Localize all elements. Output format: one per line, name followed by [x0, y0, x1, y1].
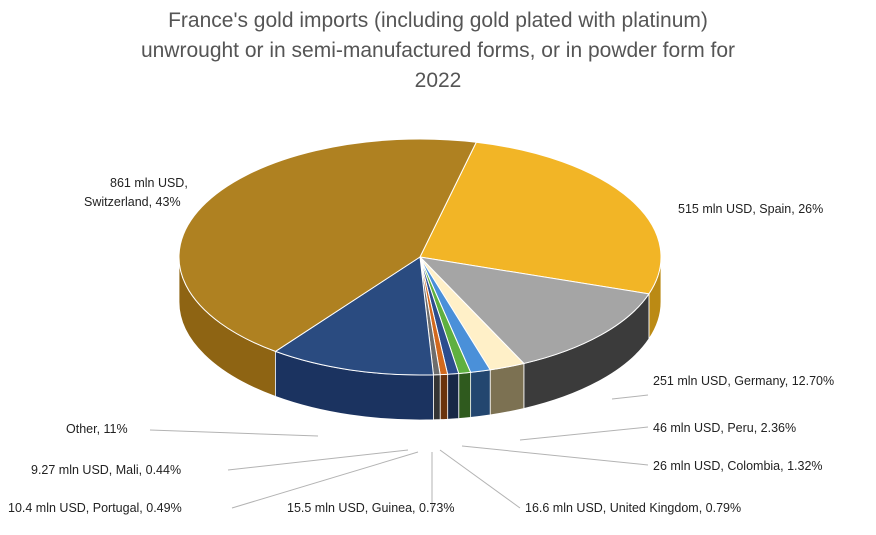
data-label-germany: 251 mln USD, Germany, 12.70%: [653, 374, 834, 388]
data-label-mali: 9.27 mln USD, Mali, 0.44%: [31, 463, 181, 477]
pie-slice-spain: [419, 141, 662, 295]
data-label-line: Switzerland, 43%: [84, 195, 181, 209]
pie-side-peru: [489, 363, 525, 416]
data-label-line: 251 mln USD, Germany, 12.70%: [653, 374, 834, 388]
data-label-peru: 46 mln USD, Peru, 2.36%: [653, 421, 796, 435]
pie-slice-switzerland: [178, 138, 477, 352]
data-label-switzerland: 861 mln USD, Switzerland, 43%: [84, 176, 188, 209]
data-label-united-kingdom: 16.6 mln USD, United Kingdom, 0.79%: [525, 501, 741, 515]
leader-line-peru: [519, 426, 649, 441]
leader-line-mali: [227, 449, 409, 471]
data-label-line: 16.6 mln USD, United Kingdom, 0.79%: [525, 501, 741, 515]
pie-slice-germany: [419, 256, 650, 364]
chart-title-line-1: France's gold imports (including gold pl…: [168, 9, 708, 32]
leader-line-other: [149, 429, 319, 437]
chart-title: France's gold imports (including gold pl…: [0, 6, 876, 96]
chart-title-line-2: unwrought or in semi-manufactured forms,…: [140, 39, 736, 62]
pie-slices: [178, 138, 662, 376]
leader-line-germany: [611, 394, 649, 400]
leader-line-united-kingdom: [439, 449, 521, 509]
data-label-spain: 515 mln USD, Spain, 26%: [678, 202, 823, 216]
leader-line-portugal: [231, 451, 419, 509]
chart-title-line-3: 2022: [414, 69, 462, 92]
data-label-line: 861 mln USD,: [110, 176, 188, 190]
pie-slice-other: [274, 256, 434, 376]
data-label-line: 15.5 mln USD, Guinea, 0.73%: [287, 501, 454, 515]
data-label-line: 515 mln USD, Spain, 26%: [678, 202, 823, 216]
data-label-line: Other, 11%: [66, 422, 128, 436]
data-label-other: Other, 11%: [66, 422, 128, 436]
leader-line-colombia: [461, 445, 649, 466]
data-label-line: 46 mln USD, Peru, 2.36%: [653, 421, 796, 435]
pie-side-colombia: [470, 369, 491, 418]
data-label-guinea: 15.5 mln USD, Guinea, 0.73%: [287, 501, 454, 515]
pie-side-united-kingdom: [458, 371, 472, 419]
leader-lines: [149, 394, 649, 510]
pie-side-guinea: [447, 373, 460, 420]
data-label-line: 9.27 mln USD, Mali, 0.44%: [31, 463, 181, 477]
data-label-colombia: 26 mln USD, Colombia, 1.32%: [653, 459, 823, 473]
pie-side-portugal: [439, 373, 449, 420]
data-label-line: 26 mln USD, Colombia, 1.32%: [653, 459, 823, 473]
pie-sides: [178, 256, 662, 421]
data-labels: 515 mln USD, Spain, 26% 251 mln USD, Germ…: [8, 176, 834, 515]
data-label-portugal: 10.4 mln USD, Portugal, 0.49%: [8, 501, 182, 515]
pie-side-mali: [433, 374, 441, 421]
data-label-line: 10.4 mln USD, Portugal, 0.49%: [8, 501, 182, 515]
